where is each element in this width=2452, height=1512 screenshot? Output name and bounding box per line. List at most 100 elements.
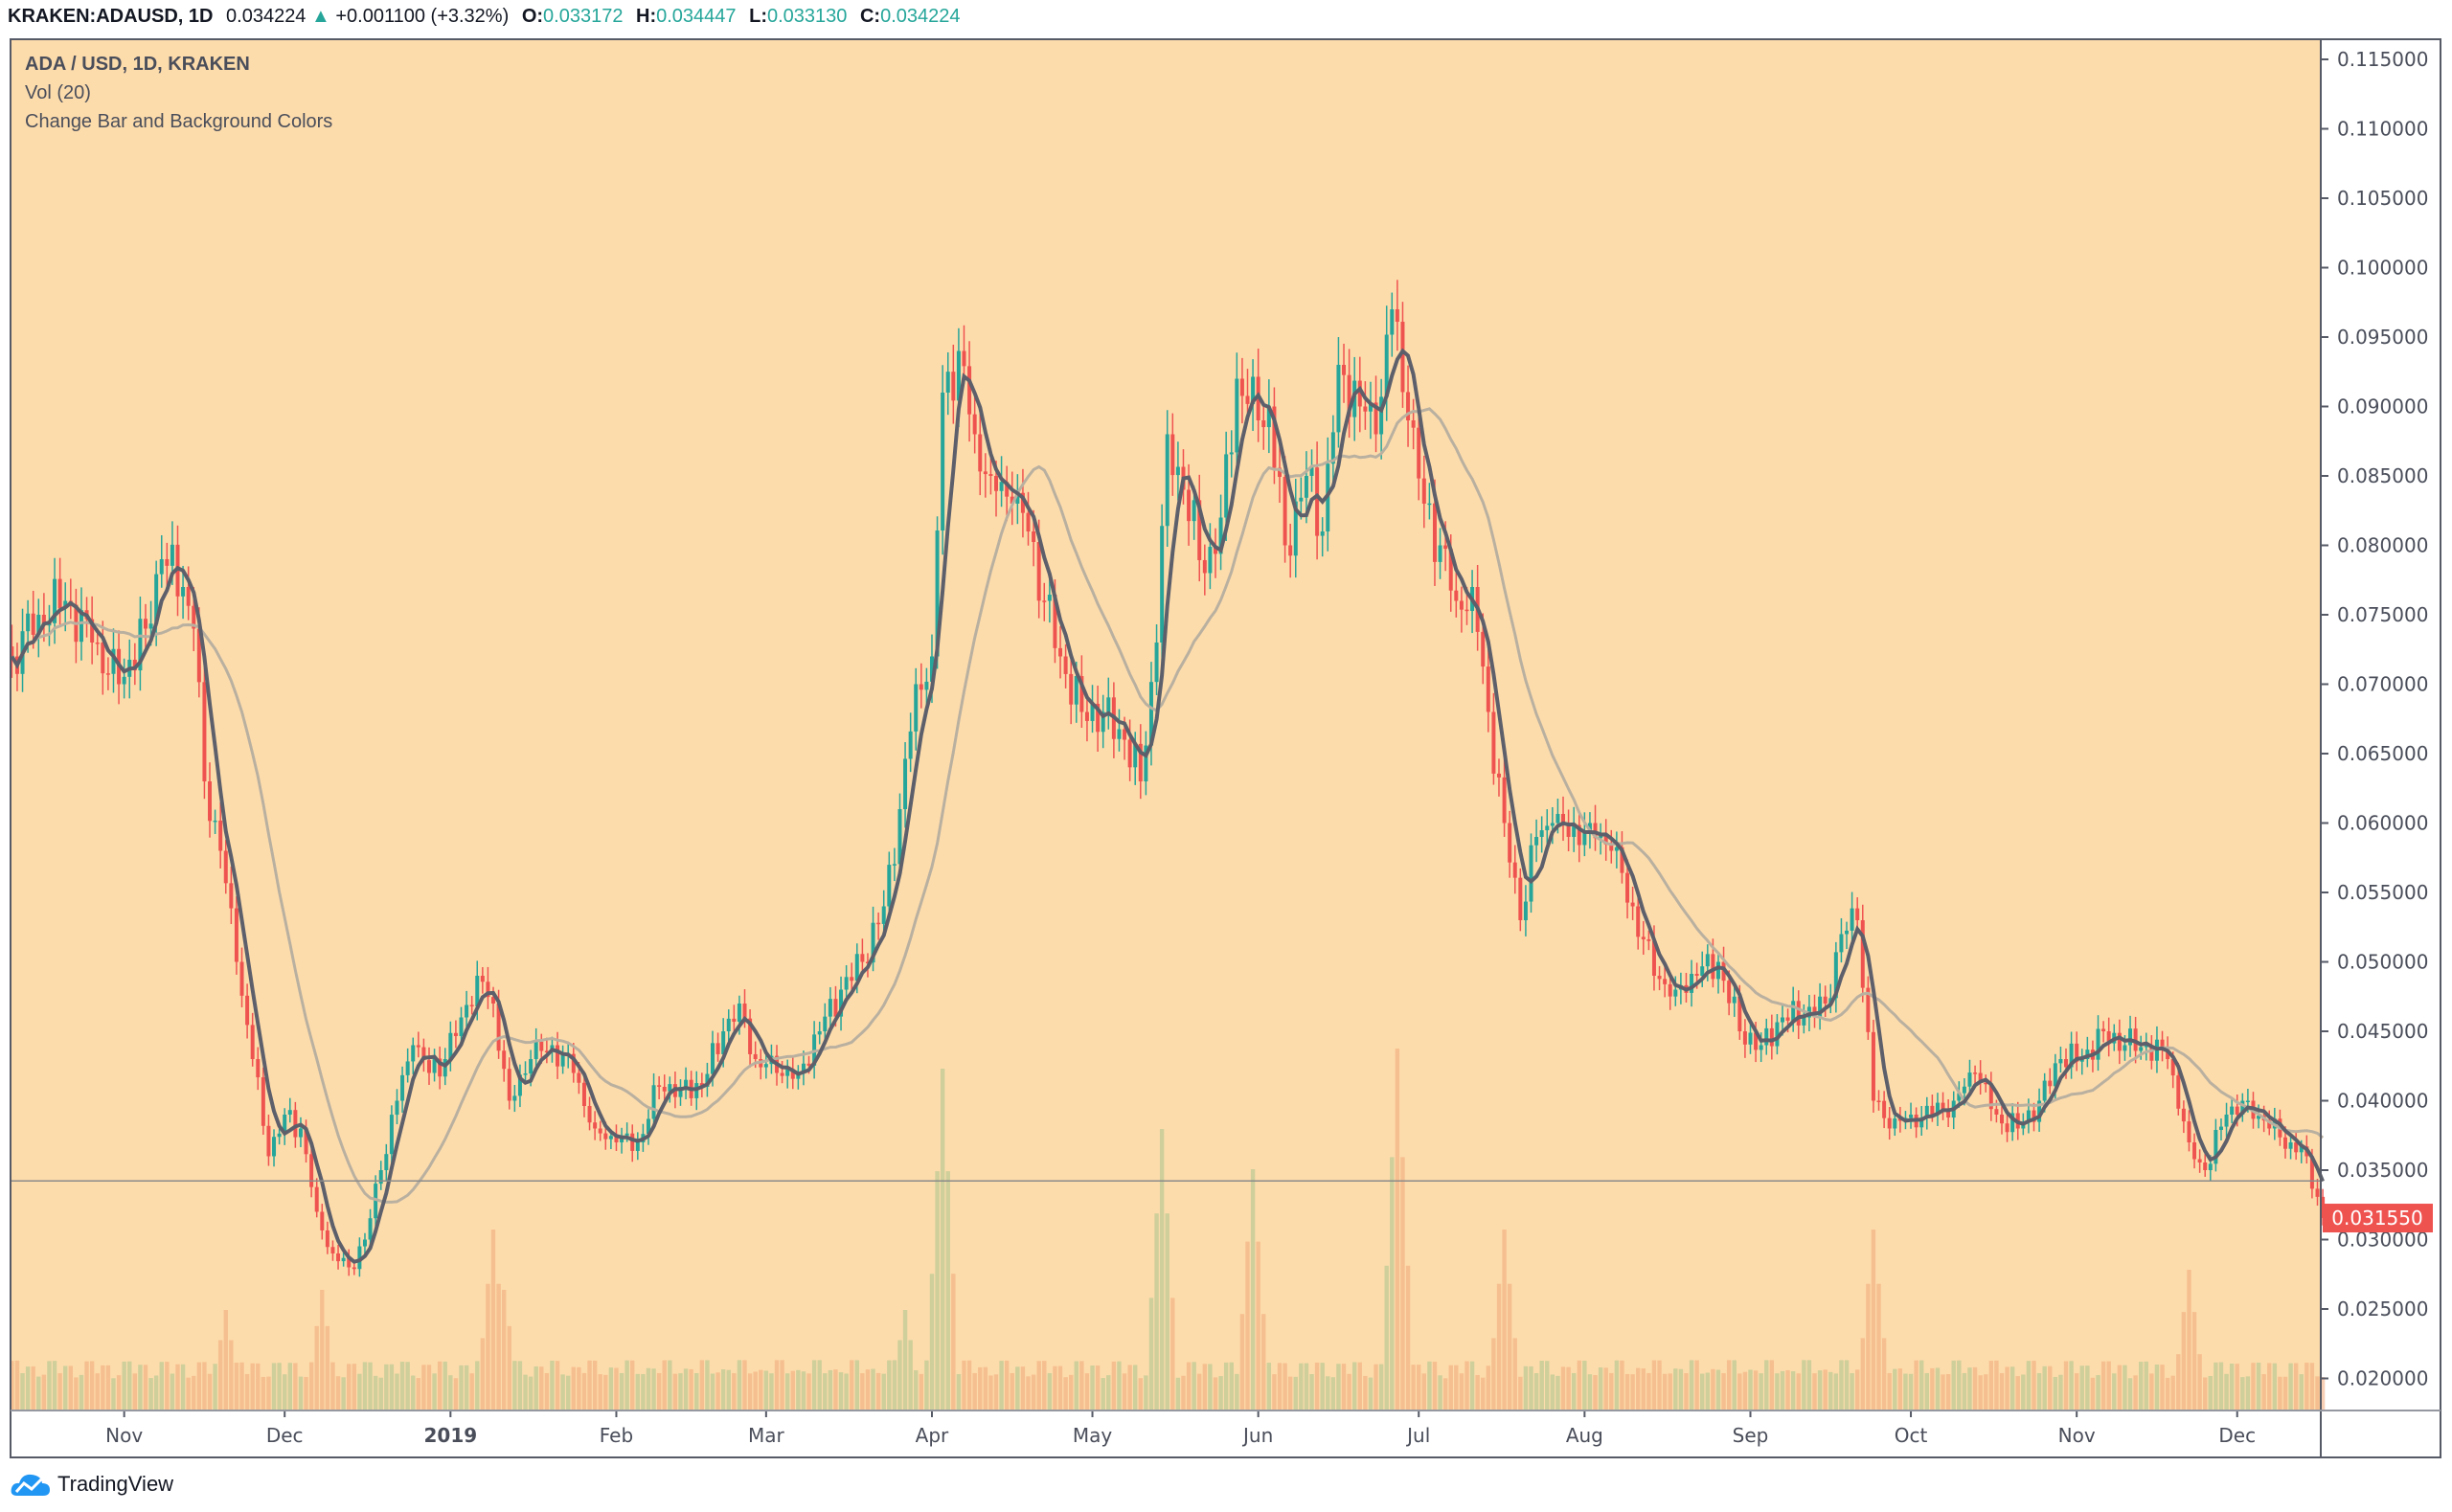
candle-body bbox=[737, 1004, 741, 1022]
candle-body bbox=[2294, 1142, 2299, 1153]
volume-bar bbox=[1560, 1366, 1566, 1410]
candle-body bbox=[1587, 823, 1592, 831]
candle-body bbox=[480, 976, 485, 982]
volume-bar bbox=[2299, 1374, 2304, 1410]
volume-bar bbox=[1020, 1366, 1026, 1410]
candle-body bbox=[1550, 823, 1555, 826]
candle-body bbox=[10, 646, 14, 657]
tradingview-logo[interactable]: TradingView bbox=[10, 1471, 173, 1498]
chart-background bbox=[11, 39, 2321, 1410]
symbol-name[interactable]: KRAKEN:ADAUSD, 1D bbox=[8, 6, 214, 27]
candle-body bbox=[2058, 1059, 2063, 1064]
candle-body bbox=[1123, 729, 1127, 740]
volume-bar bbox=[581, 1372, 587, 1410]
volume-bar bbox=[2149, 1373, 2154, 1410]
volume-bar bbox=[844, 1373, 849, 1410]
candle-body bbox=[304, 1128, 308, 1155]
legend-title[interactable]: ADA / USD, 1D, KRAKEN bbox=[25, 54, 250, 75]
candle-body bbox=[2257, 1116, 2261, 1119]
volume-bar bbox=[202, 1362, 207, 1410]
candle-body bbox=[828, 999, 832, 1017]
legend-indicator[interactable]: Change Bar and Background Colors bbox=[25, 111, 333, 132]
volume-bar bbox=[1962, 1372, 1967, 1410]
volume-bar bbox=[1170, 1298, 1175, 1410]
candle-body bbox=[962, 350, 966, 367]
volume-bar bbox=[908, 1340, 913, 1410]
volume-bar bbox=[935, 1171, 940, 1410]
volume-bar bbox=[683, 1368, 689, 1410]
candle-body bbox=[1363, 406, 1368, 412]
volume-bar bbox=[1624, 1373, 1630, 1410]
volume-bar bbox=[426, 1365, 432, 1410]
volume-bar bbox=[2191, 1312, 2197, 1410]
volume-bar bbox=[475, 1361, 480, 1410]
volume-bar bbox=[1192, 1362, 1196, 1410]
candle-body bbox=[1229, 452, 1234, 455]
volume-bar bbox=[132, 1373, 138, 1410]
volume-bar bbox=[1694, 1360, 1699, 1410]
candle-body bbox=[389, 1115, 394, 1155]
volume-bar bbox=[304, 1376, 308, 1410]
volume-bar bbox=[875, 1372, 881, 1410]
volume-bar bbox=[443, 1361, 447, 1410]
candle-body bbox=[438, 1058, 443, 1077]
volume-bar bbox=[2272, 1363, 2278, 1410]
candle-body bbox=[1320, 531, 1325, 536]
candle-body bbox=[806, 1063, 811, 1066]
volume-bar bbox=[116, 1375, 122, 1410]
volume-bar bbox=[1518, 1376, 1523, 1410]
candle-body bbox=[277, 1133, 282, 1138]
volume-bar bbox=[2203, 1377, 2208, 1410]
legend-volume[interactable]: Vol (20) bbox=[25, 82, 91, 103]
volume-bar bbox=[2304, 1363, 2309, 1410]
price-tick-label: 0.035000 bbox=[2337, 1159, 2428, 1182]
volume-bar bbox=[587, 1360, 592, 1410]
volume-bar bbox=[871, 1368, 875, 1410]
candle-body bbox=[1657, 976, 1662, 980]
candle-body bbox=[1715, 961, 1720, 980]
volume-bar bbox=[656, 1372, 662, 1410]
volume-bar bbox=[1117, 1361, 1122, 1410]
volume-bar bbox=[196, 1362, 202, 1410]
volume-bar bbox=[101, 1365, 105, 1410]
candle-body bbox=[1833, 952, 1838, 999]
candle-body bbox=[1036, 541, 1041, 601]
volume-bar bbox=[1721, 1373, 1726, 1410]
volume-bar bbox=[769, 1373, 774, 1410]
volume-bar bbox=[662, 1360, 667, 1410]
volume-bar bbox=[1357, 1362, 1362, 1410]
volume-bar bbox=[1748, 1369, 1753, 1410]
volume-bar bbox=[811, 1360, 817, 1410]
candle-body bbox=[2075, 1043, 2079, 1062]
candle-body bbox=[1047, 595, 1052, 601]
volume-bar bbox=[2282, 1376, 2288, 1410]
candle-body bbox=[1127, 739, 1132, 768]
volume-bar bbox=[2009, 1366, 2015, 1410]
candle-body bbox=[577, 1072, 581, 1083]
price-tick-label: 0.050000 bbox=[2337, 951, 2428, 974]
time-tick-label: Dec bbox=[266, 1424, 304, 1447]
candle-body bbox=[1663, 979, 1668, 984]
candle-body bbox=[2170, 1059, 2175, 1076]
volume-bar bbox=[801, 1371, 806, 1410]
volume-bar bbox=[1854, 1369, 1860, 1410]
volume-bar bbox=[52, 1361, 57, 1410]
candle-body bbox=[491, 997, 496, 1004]
volume-bar bbox=[2042, 1365, 2047, 1410]
volume-bar bbox=[1304, 1363, 1309, 1410]
volume-bar bbox=[287, 1363, 292, 1410]
candle-body bbox=[1448, 549, 1453, 591]
volume-bar bbox=[2112, 1373, 2117, 1410]
volume-bar bbox=[1122, 1373, 1127, 1410]
time-tick-label: Mar bbox=[748, 1424, 785, 1447]
candle-body bbox=[336, 1253, 341, 1262]
candle-body bbox=[1454, 590, 1459, 601]
volume-bar bbox=[560, 1374, 565, 1410]
volume-bar bbox=[2187, 1270, 2191, 1410]
candle-body bbox=[469, 1004, 474, 1006]
volume-bar bbox=[244, 1373, 250, 1410]
volume-bar bbox=[2063, 1361, 2069, 1410]
candle-body bbox=[871, 922, 875, 963]
open-value: 0.033172 bbox=[543, 6, 624, 27]
